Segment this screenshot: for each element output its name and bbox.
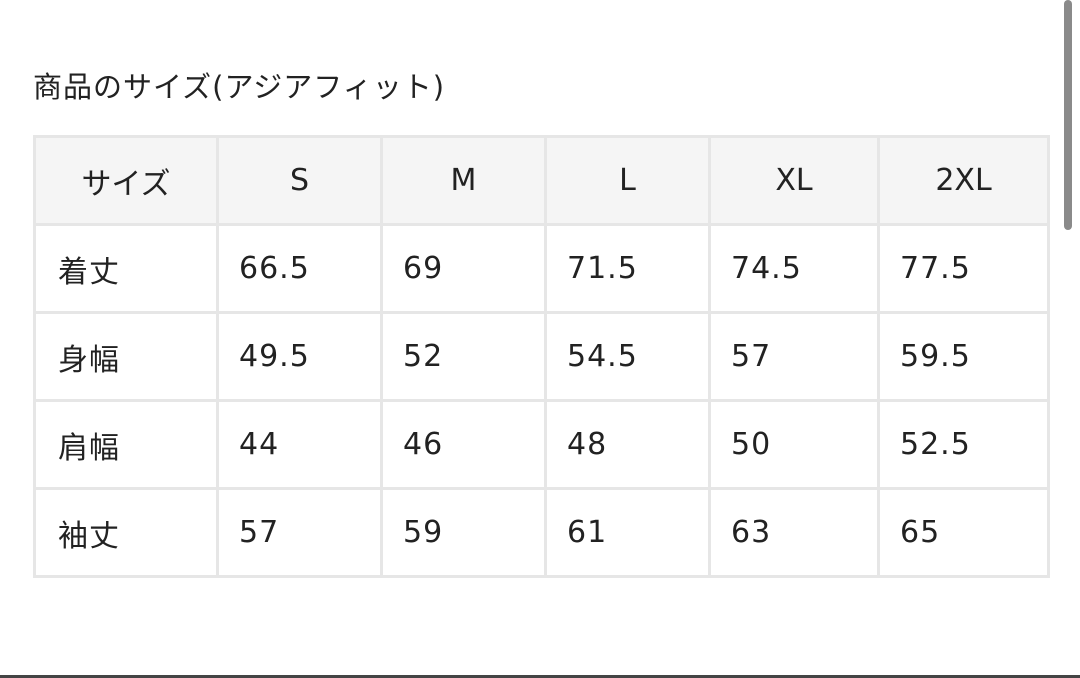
table-row: 着丈 66.5 69 71.5 74.5 77.5 <box>33 223 1050 314</box>
table-cell: 61 <box>544 487 711 578</box>
table-cell: 57 <box>708 311 880 402</box>
table-cell: 52 <box>380 311 547 402</box>
table-cell: 50 <box>708 399 880 490</box>
table-row: 肩幅 44 46 48 50 52.5 <box>33 399 1050 490</box>
divider <box>0 675 1080 678</box>
table-cell: 63 <box>708 487 880 578</box>
header-row: サイズ S M L XL 2XL <box>33 135 1050 226</box>
table-cell: 57 <box>216 487 383 578</box>
table-cell: 77.5 <box>877 223 1050 314</box>
row-label: 肩幅 <box>33 399 219 490</box>
table-cell: 59 <box>380 487 547 578</box>
header-s: S <box>216 135 383 226</box>
row-label: 袖丈 <box>33 487 219 578</box>
row-label: 着丈 <box>33 223 219 314</box>
table-cell: 59.5 <box>877 311 1050 402</box>
scrollbar[interactable] <box>1064 0 1072 230</box>
table-cell: 44 <box>216 399 383 490</box>
header-m: M <box>380 135 547 226</box>
table-cell: 52.5 <box>877 399 1050 490</box>
table-cell: 66.5 <box>216 223 383 314</box>
table-row: 袖丈 57 59 61 63 65 <box>33 487 1050 578</box>
table-cell: 48 <box>544 399 711 490</box>
table-row: 身幅 49.5 52 54.5 57 59.5 <box>33 311 1050 402</box>
table-cell: 71.5 <box>544 223 711 314</box>
table-cell: 49.5 <box>216 311 383 402</box>
header-xl: XL <box>708 135 880 226</box>
table-cell: 54.5 <box>544 311 711 402</box>
table-cell: 65 <box>877 487 1050 578</box>
table-cell: 46 <box>380 399 547 490</box>
table-cell: 74.5 <box>708 223 880 314</box>
size-table: サイズ S M L XL 2XL 着丈 66.5 69 71.5 74.5 77.5 身幅 4… <box>33 135 1050 578</box>
header-l: L <box>544 135 711 226</box>
page-title: 商品のサイズ(アジアフィット) <box>33 70 446 104</box>
header-2xl: 2XL <box>877 135 1050 226</box>
table-cell: 69 <box>380 223 547 314</box>
row-label: 身幅 <box>33 311 219 402</box>
header-size: サイズ <box>33 135 219 226</box>
